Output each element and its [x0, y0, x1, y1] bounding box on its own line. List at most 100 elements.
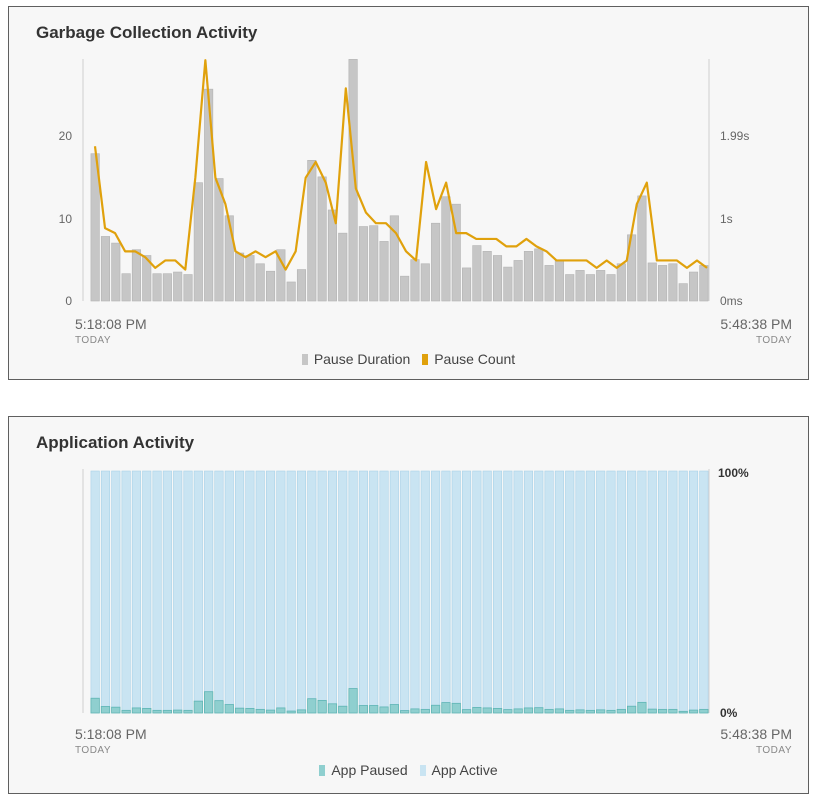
gc-duration-bar [131, 249, 141, 302]
app-paused-bar [420, 708, 430, 714]
gc-duration-bar [513, 260, 523, 302]
gc-duration-bar [307, 160, 317, 302]
app-paused-bar [534, 707, 544, 714]
app-active-bar [131, 470, 141, 709]
app-active-bar [266, 470, 276, 711]
app-active-bar [441, 470, 451, 703]
app-active-bar [369, 470, 379, 706]
gc-activity-panel: Garbage Collection Activity 0 10 20 0ms … [8, 6, 809, 380]
gc-duration-bar [389, 215, 399, 302]
app-active-bar [142, 470, 152, 709]
gc-duration-bar [637, 195, 647, 302]
gc-pause-count-line [93, 59, 708, 271]
app-paused-bar [400, 710, 410, 714]
gc-duration-bar [358, 226, 368, 302]
app-paused-bar [554, 708, 565, 714]
app-day-end: TODAY [756, 745, 792, 756]
app-active-bar [183, 470, 193, 711]
app-paused-bar [296, 709, 307, 714]
gc-duration-bar [338, 232, 348, 302]
app-paused-bar [142, 707, 152, 714]
gc-duration-bar [173, 271, 183, 302]
gc-duration-bar [441, 196, 451, 302]
gc-duration-bar [699, 265, 709, 302]
gc-duration-bar [162, 273, 172, 302]
gc-legend-count: Pause Count [422, 351, 515, 367]
app-active-bar [379, 470, 389, 708]
gc-legend-count-swatch [422, 354, 429, 365]
gc-duration-bar [688, 271, 699, 302]
app-paused-bar [503, 709, 513, 714]
app-paused-bar [307, 698, 317, 714]
app-paused-bar [472, 707, 482, 714]
app-paused-bar [317, 700, 327, 714]
app-active-bar [431, 470, 441, 706]
app-active-bar [513, 470, 523, 710]
gc-duration-bar [183, 274, 193, 302]
app-time-end: 5:48:38 PM [720, 726, 792, 742]
app-legend: App Paused App Active [9, 762, 808, 778]
app-paused-bar [596, 709, 606, 714]
app-active-bar [472, 470, 482, 708]
app-active-bar [348, 470, 358, 689]
gc-duration-bar [276, 249, 286, 302]
app-paused-bar [688, 709, 699, 714]
gc-legend-count-label: Pause Count [434, 351, 516, 367]
app-axes: 100% 0% [82, 466, 749, 720]
gc-duration-bar [482, 251, 492, 302]
app-active-bar [255, 470, 265, 710]
app-active-bar [658, 470, 668, 710]
app-paused-bar [162, 709, 173, 714]
app-paused-bar [193, 700, 203, 714]
gc-duration-bar [410, 259, 420, 302]
app-paused-bar [523, 707, 534, 714]
gc-day-end: TODAY [756, 335, 792, 346]
gc-duration-bar [616, 263, 626, 302]
app-legend-active-swatch [419, 765, 426, 776]
app-paused-bar [544, 708, 554, 714]
gc-duration-bar [451, 203, 461, 302]
app-paused-bar [699, 708, 709, 714]
gc-right-tick-0ms: 0ms [720, 294, 743, 308]
app-active-bar [492, 470, 503, 709]
app-active-bar [420, 470, 430, 710]
gc-duration-bar [523, 251, 533, 302]
gc-duration-bar [235, 252, 245, 302]
gc-chart-svg: 0 10 20 0ms 1s 1.99s 5:18:08 PM TODAY 5:… [59, 59, 792, 346]
app-legend-active: App Active [419, 762, 498, 778]
app-chart-title: Application Activity [36, 433, 195, 452]
app-paused-bar [90, 697, 100, 714]
gc-duration-bar [193, 182, 203, 302]
app-active-bar [152, 470, 162, 711]
app-active-bar [111, 470, 121, 708]
gc-duration-bar [369, 225, 379, 302]
app-active-bar [90, 470, 100, 699]
app-active-bar [276, 470, 286, 709]
app-active-bar [358, 470, 368, 706]
gc-duration-bar [647, 262, 657, 302]
app-active-bar [389, 470, 399, 705]
gc-duration-bar [575, 270, 585, 302]
app-paused-bar [276, 707, 286, 714]
app-paused-bar [585, 709, 595, 714]
app-active-bar [575, 470, 585, 711]
app-active-bar [214, 470, 224, 701]
gc-day-start: TODAY [75, 335, 111, 346]
app-paused-bar [647, 708, 657, 714]
gc-duration-bar [658, 265, 668, 302]
app-active-bar [286, 470, 296, 712]
app-active-bar [193, 470, 203, 702]
gc-duration-bar [121, 273, 131, 302]
gc-duration-bar [100, 236, 111, 302]
gc-duration-bar [214, 178, 224, 302]
app-paused-bar [410, 708, 420, 714]
app-paused-bar [627, 705, 637, 714]
gc-duration-bar [245, 255, 255, 302]
app-paused-bar [131, 707, 142, 714]
app-right-tick-0: 0% [720, 706, 738, 720]
app-paused-bar [245, 707, 255, 714]
app-paused-bar [492, 707, 503, 714]
app-active-bar [523, 470, 533, 709]
gc-duration-bar [544, 265, 554, 302]
app-legend-active-label: App Active [431, 762, 498, 778]
